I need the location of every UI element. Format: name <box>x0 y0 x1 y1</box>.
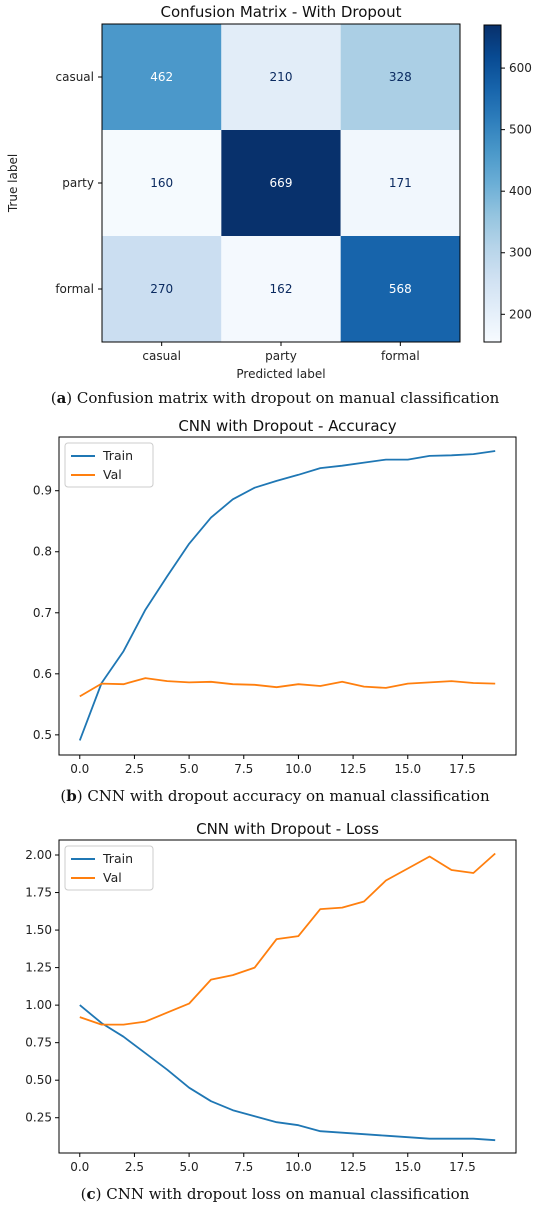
x-tick-label: 5.0 <box>180 1160 199 1174</box>
cell-value: 171 <box>389 176 412 190</box>
y-tick-label: 1.50 <box>25 923 52 937</box>
colorbar-tick-label: 500 <box>509 123 532 137</box>
x-tick-label: 12.5 <box>340 1160 367 1174</box>
x-tick-label: 7.5 <box>234 762 253 776</box>
matrix-cell <box>340 130 460 236</box>
x-tick-label: 12.5 <box>340 762 367 776</box>
x-tick-label: 15.0 <box>394 762 421 776</box>
cell-value: 270 <box>150 282 173 296</box>
matrix-cell <box>102 236 222 342</box>
x-tick-label: 2.5 <box>125 1160 144 1174</box>
legend-label: Train <box>102 851 133 866</box>
cell-value: 162 <box>270 282 293 296</box>
y-tick-label: 0.7 <box>33 606 52 620</box>
x-tick-label: 10.0 <box>285 762 312 776</box>
cell-value: 669 <box>270 176 293 190</box>
matrix-cell <box>221 130 341 236</box>
y-tick-label: casual <box>56 70 95 84</box>
cell-value: 568 <box>389 282 412 296</box>
x-tick-label: formal <box>381 349 420 363</box>
matrix-cell <box>340 236 460 342</box>
caption-a: (a) Confusion matrix with dropout on man… <box>50 389 500 407</box>
x-tick-label: 5.0 <box>180 762 199 776</box>
colorbar-tick-label: 600 <box>509 61 532 75</box>
x-tick-label: 7.5 <box>234 1160 253 1174</box>
plot-frame <box>58 839 517 1154</box>
chart-title: Confusion Matrix - With Dropout <box>160 3 401 21</box>
legend-label: Train <box>102 448 133 463</box>
series-line-val <box>79 677 496 698</box>
cell-value: 160 <box>150 176 173 190</box>
cell-value: 462 <box>150 70 173 84</box>
x-tick-label: 2.5 <box>125 762 144 776</box>
chart-title: CNN with Dropout - Loss <box>196 820 379 838</box>
matrix-cell <box>102 130 222 236</box>
y-tick-label: 1.25 <box>25 961 52 975</box>
caption-c: (c) CNN with dropout loss on manual clas… <box>80 1185 470 1203</box>
x-tick-label: 0.0 <box>70 762 89 776</box>
matrix-cell <box>221 24 341 130</box>
x-tick-label: 10.0 <box>285 1160 312 1174</box>
y-tick-label: 0.6 <box>33 667 52 681</box>
y-tick-label: 0.25 <box>25 1111 52 1125</box>
x-tick-label: 17.5 <box>449 762 476 776</box>
matrix-cell <box>102 24 222 130</box>
matrix-cell <box>340 24 460 130</box>
cell-value: 328 <box>389 70 412 84</box>
y-tick-label: 0.9 <box>33 484 52 498</box>
colorbar-tick-label: 400 <box>509 184 532 198</box>
series-line-train <box>79 1004 496 1142</box>
y-tick-label: formal <box>55 282 94 296</box>
y-tick-label: party <box>62 176 94 190</box>
y-tick-label: 0.5 <box>33 728 52 742</box>
series-line-val <box>79 852 496 1026</box>
caption-b: (b) CNN with dropout accuracy on manual … <box>60 787 490 805</box>
colorbar-tick-label: 200 <box>509 307 532 321</box>
matrix-cell <box>221 236 341 342</box>
y-tick-label: 0.8 <box>33 545 52 559</box>
y-tick-label: 1.00 <box>25 998 52 1012</box>
x-tick-label: 17.5 <box>449 1160 476 1174</box>
chart-title: CNN with Dropout - Accuracy <box>178 417 396 435</box>
colorbar-tick-label: 300 <box>509 246 532 260</box>
legend-label: Val <box>103 870 122 885</box>
x-axis-label: Predicted label <box>236 367 325 381</box>
x-tick-label: 0.0 <box>70 1160 89 1174</box>
y-tick-label: 2.00 <box>25 848 52 862</box>
y-tick-label: 1.75 <box>25 886 52 900</box>
legend-label: Val <box>103 467 122 482</box>
colorbar <box>483 24 502 343</box>
cell-value: 210 <box>270 70 293 84</box>
y-tick-label: 0.75 <box>25 1036 52 1050</box>
x-tick-label: casual <box>142 349 181 363</box>
plot-frame <box>58 436 517 756</box>
series-line-train <box>78 450 496 741</box>
y-tick-label: 0.50 <box>25 1073 52 1087</box>
x-tick-label: party <box>265 349 297 363</box>
x-tick-label: 15.0 <box>394 1160 421 1174</box>
y-axis-label: True label <box>6 154 20 213</box>
